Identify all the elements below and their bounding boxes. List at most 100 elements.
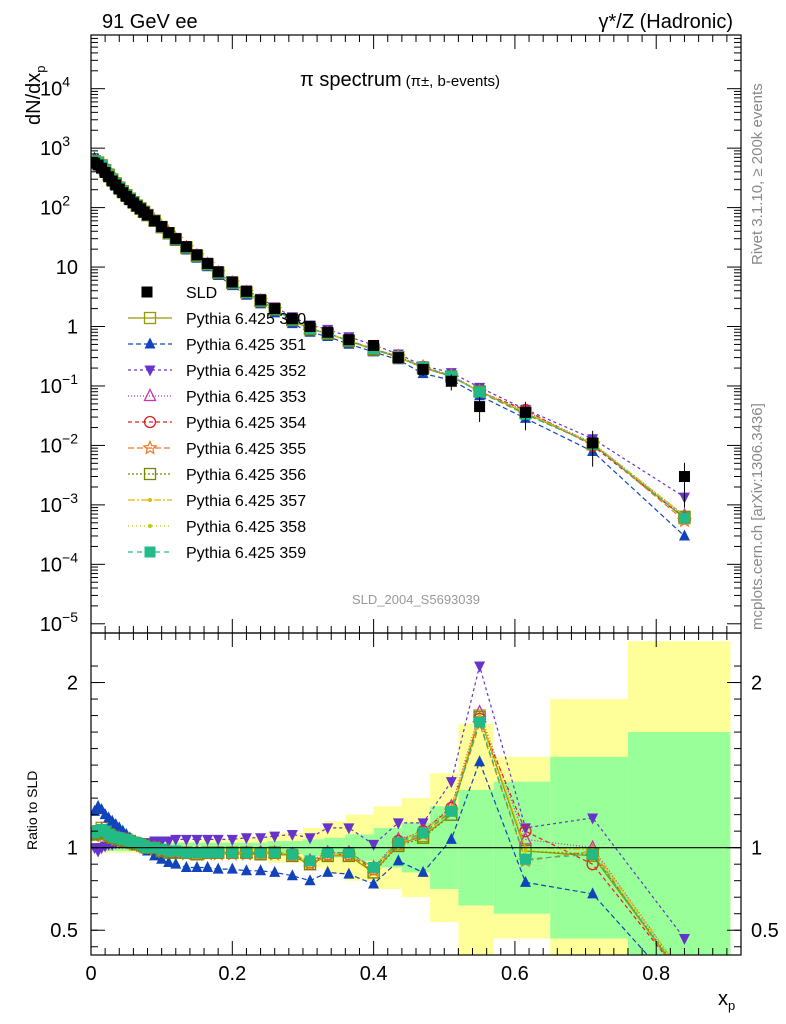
ratio-point-1-23 — [212, 862, 224, 874]
legend-marker-1 — [144, 337, 156, 349]
data-point-29 — [304, 321, 316, 333]
xtick-label-0: 0 — [85, 963, 96, 985]
main-line-6 — [94, 160, 685, 518]
ratio-point-9-30 — [322, 847, 334, 859]
data-point-27 — [269, 303, 281, 315]
legend-marker-5 — [142, 439, 158, 455]
ratio-point-3-39 — [679, 970, 690, 981]
main-line-7 — [94, 160, 685, 517]
data-point-20 — [180, 241, 192, 253]
ratio-point-2-33 — [392, 818, 404, 830]
data-series-sld — [91, 157, 690, 508]
main-line-0 — [94, 160, 685, 519]
ratio-point-1-32 — [368, 877, 380, 889]
main-ytick-label-2: 10−3 — [40, 490, 78, 517]
legend-label-data: SLD — [186, 285, 217, 302]
ratio-point-2-26 — [255, 833, 267, 845]
ratio-point-1-26 — [255, 864, 267, 876]
ratio-point-2-22 — [202, 834, 214, 846]
main-ytick-label-8: 103 — [40, 133, 70, 160]
main-line-9 — [94, 160, 685, 519]
ratio-point-9-23 — [212, 847, 224, 859]
legend-marker-6 — [143, 467, 157, 481]
ratio-point-2-32 — [368, 839, 380, 851]
data-point-25 — [240, 285, 252, 297]
legend-marker-8 — [148, 524, 152, 528]
ratio-point-8-39 — [682, 976, 686, 980]
ratio-point-9-31 — [343, 847, 355, 859]
ratio-panel-series — [91, 661, 690, 1001]
data-point-32 — [368, 339, 380, 351]
ratio-point-9-35 — [445, 805, 457, 817]
data-point-35 — [445, 375, 457, 387]
header-left: 91 GeV ee — [102, 11, 198, 33]
ratio-ytick-label-right-0: 0.5 — [751, 920, 779, 942]
ratio-point-2-29 — [304, 833, 316, 845]
main-series-9 — [91, 155, 690, 524]
ratio-point-1-31 — [343, 867, 355, 879]
legend-marker-3 — [143, 388, 157, 402]
legend-marker-2 — [144, 365, 156, 377]
ratio-point-1-39 — [679, 990, 690, 1001]
ratio-point-6-39 — [679, 973, 690, 984]
analysis-watermark: SLD_2004_S5693039 — [352, 592, 480, 607]
xtick-label-1: 0.2 — [218, 963, 246, 985]
data-point-19 — [170, 233, 182, 245]
data-point-39 — [678, 471, 690, 483]
data-point-22 — [202, 257, 214, 269]
header-right: γ*/Z (Hadronic) — [599, 11, 733, 33]
ratio-point-2-35 — [445, 777, 457, 789]
main-series-4 — [91, 154, 691, 525]
main-line-1 — [94, 157, 685, 537]
ratio-point-1-28 — [286, 869, 298, 881]
main-series-5 — [91, 153, 693, 528]
legend-label-4: Pythia 6.425 354 — [186, 415, 306, 432]
ratio-point-7-36 — [477, 713, 482, 718]
rivet-version-label: Rivet 3.1.10, ≥ 200k events — [749, 83, 766, 265]
data-point-21 — [191, 249, 203, 261]
ratio-point-9-32 — [368, 861, 380, 873]
data-point-16 — [149, 215, 161, 227]
main-line-3 — [94, 160, 685, 517]
data-point-15 — [142, 209, 154, 221]
main-ytick-label-3: 10−2 — [40, 430, 78, 457]
data-point-37 — [520, 406, 532, 418]
ratio-point-1-19 — [170, 857, 182, 869]
ratio-point-2-39 — [678, 933, 690, 945]
ratio-point-9-36 — [474, 716, 486, 728]
data-point-17 — [156, 221, 168, 233]
ratio-point-2-21 — [191, 834, 203, 846]
ratio-point-1-17 — [156, 852, 168, 864]
ratio-point-9-22 — [202, 847, 214, 859]
ratio-point-1-20 — [180, 860, 192, 872]
x-axis-label: xp — [718, 988, 735, 1013]
main-panel-series — [91, 151, 693, 541]
band-green-15 — [627, 732, 731, 955]
main-frame — [90, 34, 742, 634]
ratio-point-1-24 — [226, 862, 238, 874]
legend-label-3: Pythia 6.425 353 — [186, 389, 306, 406]
main-point-1-39 — [678, 529, 690, 541]
xtick-label-3: 0.6 — [501, 963, 529, 985]
ratio-point-9-39 — [679, 974, 690, 985]
legend-marker-0 — [143, 311, 157, 325]
main-ytick-label-1: 10−4 — [40, 549, 78, 576]
ratio-point-1-38 — [587, 887, 599, 899]
data-point-34 — [417, 363, 429, 375]
data-point-23 — [212, 266, 224, 278]
ratio-point-3-37 — [518, 831, 533, 845]
ratio-point-8-37 — [523, 848, 528, 853]
main-series-7 — [92, 159, 687, 518]
ratio-point-2-24 — [226, 834, 238, 846]
legend-label-0: Pythia 6.425 350 — [186, 311, 306, 328]
ratio-ytick-label-right-2: 2 — [751, 673, 762, 695]
ratio-ytick-label-right-1: 1 — [751, 838, 762, 860]
ratio-point-2-31 — [343, 823, 355, 835]
data-point-38 — [587, 437, 599, 449]
legend-marker-data — [141, 286, 153, 298]
data-point-36 — [474, 401, 486, 413]
legend-label-8: Pythia 6.425 358 — [186, 519, 306, 536]
main-ytick-label-5: 1 — [67, 317, 78, 339]
